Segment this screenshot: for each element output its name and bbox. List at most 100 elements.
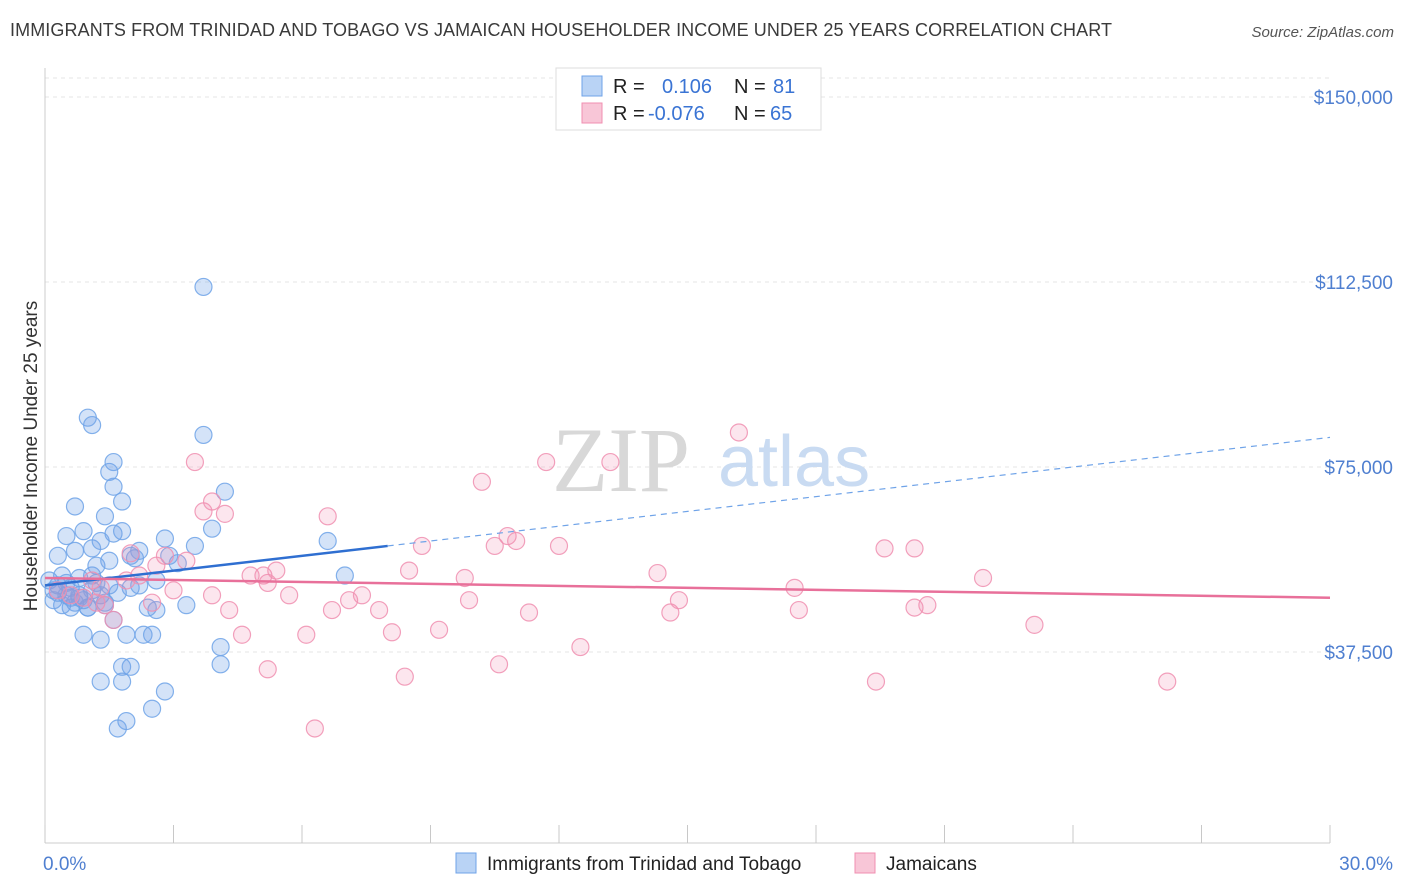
point-series-1-71 — [117, 711, 136, 731]
point-series-2-40 — [472, 472, 491, 491]
point-series-2-14 — [164, 581, 183, 600]
point-series-2-46 — [549, 536, 569, 556]
trend-lines — [44, 436, 1331, 599]
point-series-2-29 — [318, 507, 337, 526]
point-series-2-25 — [258, 573, 277, 593]
point-series-1-42 — [155, 529, 175, 548]
point-series-1-56 — [117, 625, 136, 644]
point-series-2-23 — [241, 566, 260, 585]
trend-line-series-1-extension — [387, 436, 1331, 547]
point-series-2-48 — [601, 452, 620, 472]
point-series-2-54 — [789, 600, 808, 620]
point-series-1-58 — [142, 625, 162, 644]
point-series-2-33 — [370, 600, 389, 620]
point-series-2-57 — [918, 596, 937, 615]
point-series-2-37 — [429, 620, 449, 639]
source-label: Source: ZipAtlas.com — [1251, 24, 1394, 41]
y-tick-label-2: $75,000 — [1324, 458, 1393, 479]
point-series-2-60 — [1025, 615, 1044, 634]
point-series-2-32 — [352, 586, 372, 605]
point-series-1-67 — [121, 657, 140, 676]
point-series-2-21 — [220, 600, 239, 620]
legend-swatch-series-1 — [581, 75, 603, 97]
x-tick-labels: 0.0% 30.0% — [43, 854, 1393, 875]
point-series-1-30 — [112, 522, 132, 541]
point-series-2-11 — [142, 593, 162, 612]
point-series-1-66 — [112, 672, 132, 691]
point-series-2-20 — [202, 586, 222, 605]
axes — [44, 68, 1331, 844]
point-series-2-58 — [905, 539, 924, 558]
watermark-atlas: atlas — [718, 422, 870, 502]
point-series-2-27 — [280, 586, 299, 605]
legend-r-label-1: R = — [613, 76, 645, 98]
legend-bottom-swatch-1 — [455, 852, 477, 874]
legend-n-value-1: 81 — [773, 76, 795, 98]
point-series-1-34 — [65, 497, 85, 516]
point-series-1-69 — [155, 682, 175, 701]
point-series-2-16 — [185, 452, 205, 472]
point-series-2-38 — [455, 568, 474, 588]
legend-n-label-1: N = — [734, 76, 766, 98]
point-series-2-52 — [729, 423, 749, 442]
point-series-1-23 — [57, 526, 76, 546]
point-series-2-34 — [382, 623, 402, 642]
legend-bottom-swatch-2 — [854, 852, 876, 874]
point-series-1-77 — [108, 583, 127, 602]
legend-swatch-series-2 — [581, 102, 603, 124]
point-series-2-55 — [875, 539, 894, 558]
scatter-points — [40, 277, 1177, 738]
point-series-2-63 — [305, 719, 324, 738]
point-series-2-39 — [459, 591, 479, 610]
point-series-2-51 — [669, 591, 689, 610]
point-series-1-72 — [211, 637, 230, 657]
x-tick-label-max: 30.0% — [1339, 854, 1393, 875]
point-series-1-48 — [318, 531, 337, 551]
legend-r-label-2: R = — [613, 103, 645, 125]
chart-title: IMMIGRANTS FROM TRINIDAD AND TOBAGO VS J… — [10, 20, 1113, 40]
point-series-2-44 — [519, 603, 539, 622]
point-series-1-68 — [142, 699, 162, 718]
point-series-1-37 — [112, 492, 132, 511]
legend-n-label-2: N = — [734, 103, 766, 125]
point-series-1-41 — [83, 415, 102, 435]
point-series-2-49 — [648, 563, 667, 583]
point-series-2-50 — [661, 603, 680, 622]
trend-line-series-2 — [44, 576, 1331, 599]
legend-r-value-2: -0.076 — [648, 103, 705, 125]
legend-bottom-label-2: Jamaicans — [886, 854, 977, 875]
point-series-1-36 — [104, 477, 123, 496]
y-tick-label-3: $37,500 — [1324, 643, 1393, 664]
point-series-2-61 — [395, 667, 414, 686]
y-tick-label-0: $150,000 — [1314, 88, 1393, 109]
point-series-2-36 — [412, 536, 432, 556]
point-series-2-26 — [267, 561, 286, 580]
point-series-1-46 — [202, 519, 222, 538]
point-series-2-6 — [95, 596, 115, 615]
point-series-2-15 — [177, 551, 196, 570]
point-series-2-7 — [104, 610, 123, 630]
point-series-1-28 — [100, 551, 119, 570]
point-series-2-64 — [489, 655, 509, 674]
point-series-2-9 — [121, 544, 140, 563]
point-series-1-22 — [48, 546, 67, 565]
point-series-2-30 — [322, 600, 342, 620]
point-series-1-52 — [74, 625, 93, 644]
point-series-1-45 — [185, 536, 205, 556]
legend-bottom-label-1: Immigrants from Trinidad and Tobago — [487, 854, 801, 875]
point-series-2-5 — [91, 578, 110, 597]
point-series-1-64 — [91, 672, 110, 691]
point-series-1-47 — [215, 482, 234, 501]
x-tick-label-min: 0.0% — [43, 854, 86, 875]
legend-top: R = 0.106 N = 81 R = -0.076 N = 65 — [555, 67, 822, 131]
legend-bottom: Immigrants from Trinidad and Tobago Jama… — [455, 852, 977, 875]
point-series-1-78 — [61, 598, 80, 617]
watermark-zip: ZIP — [552, 409, 690, 511]
point-series-2-43 — [507, 531, 526, 551]
point-series-2-28 — [297, 625, 316, 644]
point-series-2-47 — [571, 637, 590, 657]
point-series-1-50 — [194, 425, 213, 445]
point-series-1-38 — [100, 462, 119, 482]
point-series-1-24 — [65, 541, 85, 560]
